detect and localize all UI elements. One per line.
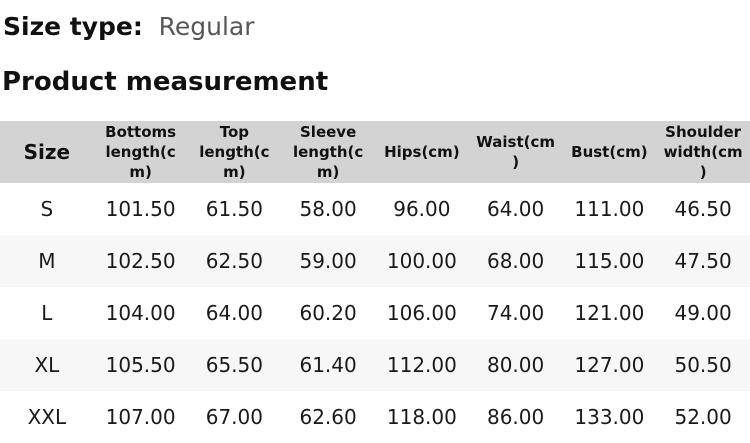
column-header-bottoms-length: Bottoms length(c m) [93,121,188,183]
measurement-cell: 46.50 [674,197,732,221]
measurement-cell: 121.00 [574,301,645,325]
measurement-cell: 58.00 [299,197,357,221]
measurement-cell: 101.50 [105,197,176,221]
column-header-bust: Bust(cm) [562,121,657,183]
page-title: Product measurement [2,67,329,97]
measurement-cell: 67.00 [205,405,263,429]
measurement-cell: 111.00 [574,197,645,221]
size-cell: XXL [27,405,67,429]
column-header-hips: Hips(cm) [375,121,469,183]
measurement-cell: 80.00 [486,353,545,377]
measurement-cell: 49.00 [674,301,732,325]
size-cell: S [40,197,54,221]
size-type-label: Size type: [3,12,143,41]
measurement-cell: 62.50 [205,249,263,273]
size-cell: M [38,249,56,273]
measurement-cell: 100.00 [386,249,457,273]
column-header-waist: Waist(cm ) [468,121,563,183]
size-type-value: Regular [158,12,255,41]
measurement-cell: 60.20 [299,301,357,325]
measurement-cell: 107.00 [105,405,176,429]
measurement-cell: 112.00 [386,353,457,377]
measurement-table-head: Size Bottoms length(c m) Top length(c m)… [0,121,750,183]
measurement-cell: 118.00 [386,405,457,429]
measurement-cell: 62.60 [299,405,357,429]
measurement-cell: 102.50 [105,249,176,273]
measurement-cell: 61.50 [205,197,263,221]
size-type-line: Size type: Regular [3,10,750,44]
header-row: Size Bottoms length(c m) Top length(c m)… [0,121,750,183]
measurement-cell: 61.40 [299,353,357,377]
table-row-xxl: XXL 107.00 67.00 62.60 118.00 86.00 133.… [0,391,750,443]
column-header-sleeve-length: Sleeve length(c m) [281,121,375,183]
measurement-cell: 50.50 [674,353,732,377]
column-header-shoulder-width: Shoulder width(cm ) [656,121,750,183]
measurement-cell: 64.00 [486,197,545,221]
measurement-table: Size Bottoms length(c m) Top length(c m)… [0,121,750,443]
measurement-cell: 115.00 [574,249,645,273]
measurement-cell: 52.00 [674,405,732,429]
measurement-cell: 86.00 [486,405,545,429]
size-cell: L [41,301,53,325]
measurement-table-body: S 101.50 61.50 58.00 96.00 64.00 111.00 … [0,183,750,443]
measurement-cell: 96.00 [393,197,451,221]
column-header-top-length: Top length(c m) [187,121,282,183]
measurement-cell: 104.00 [105,301,176,325]
size-cell: XL [34,353,60,377]
table-row-l: L 104.00 64.00 60.20 106.00 74.00 121.00… [0,287,750,339]
measurement-cell: 105.50 [105,353,176,377]
column-header-size: Size [0,121,94,183]
measurement-cell: 59.00 [299,249,357,273]
measurement-cell: 65.50 [205,353,263,377]
measurement-cell: 68.00 [486,249,545,273]
measurement-cell: 64.00 [205,301,263,325]
measurement-cell: 106.00 [386,301,457,325]
table-row-s: S 101.50 61.50 58.00 96.00 64.00 111.00 … [0,183,750,235]
measurement-cell: 127.00 [574,353,645,377]
measurement-cell: 133.00 [574,405,645,429]
table-row-xl: XL 105.50 65.50 61.40 112.00 80.00 127.0… [0,339,750,391]
table-row-m: M 102.50 62.50 59.00 100.00 68.00 115.00… [0,235,750,287]
measurement-cell: 74.00 [486,301,545,325]
measurement-cell: 47.50 [674,249,732,273]
